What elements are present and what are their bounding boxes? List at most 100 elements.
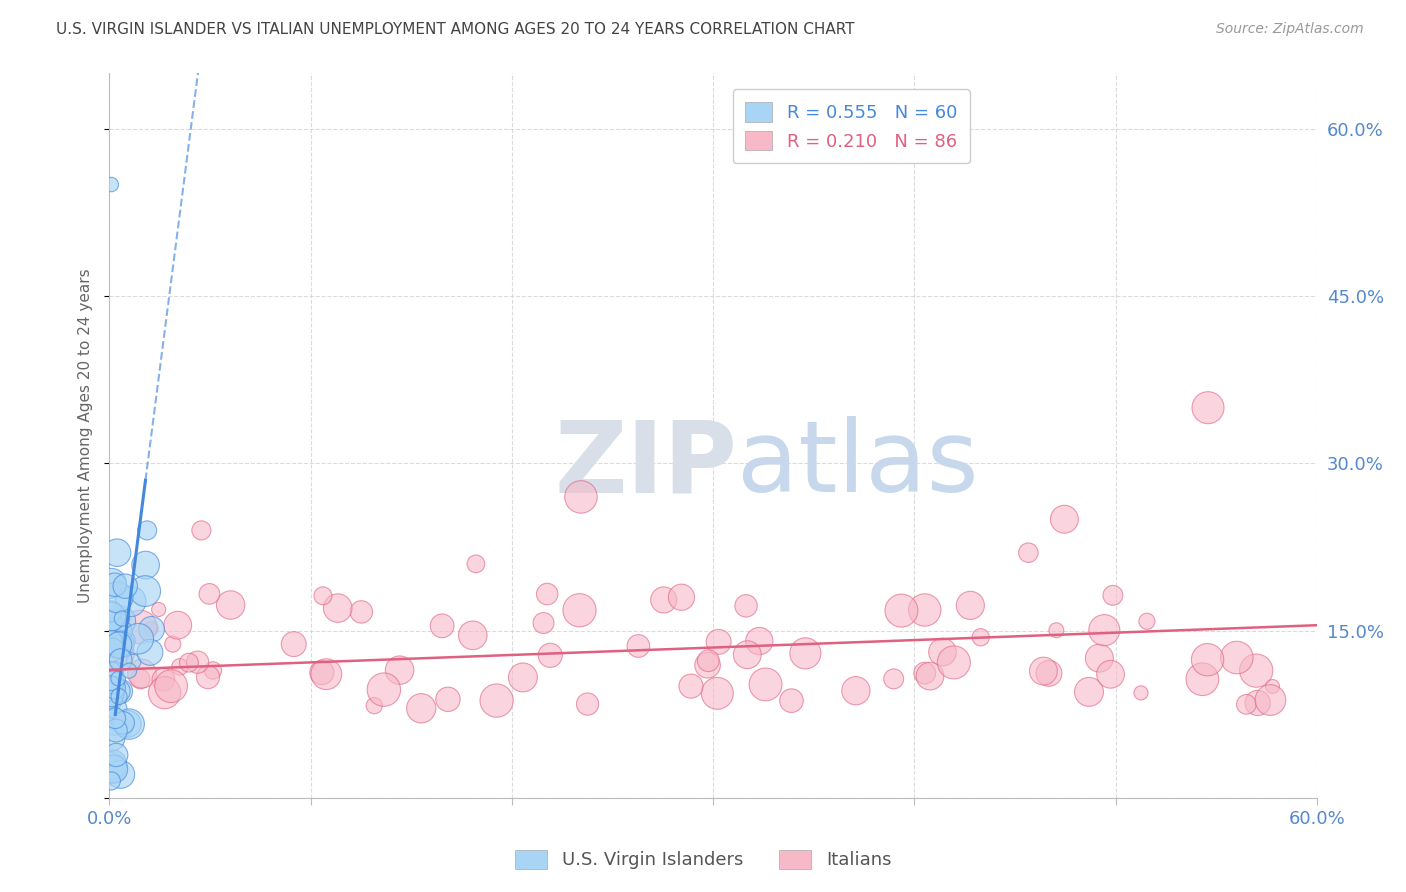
- Point: [1260, 693, 1282, 707]
- Point: [780, 693, 803, 707]
- Point: [697, 654, 720, 668]
- Point: [679, 679, 702, 693]
- Point: [105, 747, 128, 762]
- Point: [1226, 650, 1249, 665]
- Point: [1053, 512, 1076, 526]
- Point: [110, 638, 132, 652]
- Point: [114, 579, 136, 593]
- Point: [100, 665, 122, 680]
- Point: [373, 682, 395, 697]
- Point: [1234, 698, 1257, 712]
- Point: [197, 670, 219, 684]
- Point: [914, 603, 936, 617]
- Point: [512, 670, 534, 684]
- Point: [101, 642, 124, 657]
- Point: [363, 698, 385, 713]
- Point: [104, 664, 127, 678]
- Point: [707, 635, 730, 649]
- Point: [139, 622, 162, 636]
- Point: [1102, 588, 1125, 602]
- Point: [100, 576, 122, 591]
- Point: [107, 625, 129, 640]
- Point: [112, 647, 135, 661]
- Point: [117, 717, 139, 731]
- Point: [107, 684, 129, 698]
- Point: [148, 602, 170, 616]
- Point: [129, 672, 152, 686]
- Point: [1261, 680, 1284, 694]
- Point: [1038, 666, 1060, 681]
- Point: [748, 634, 770, 648]
- Point: [430, 619, 453, 633]
- Point: [794, 646, 817, 660]
- Point: [883, 672, 905, 686]
- Point: [959, 599, 981, 613]
- Point: [201, 664, 224, 678]
- Text: ZIP: ZIP: [554, 416, 737, 513]
- Point: [315, 667, 337, 681]
- Point: [890, 604, 912, 618]
- Point: [735, 599, 758, 613]
- Point: [100, 760, 122, 774]
- Point: [1078, 685, 1101, 699]
- Point: [110, 614, 132, 628]
- Point: [190, 524, 212, 538]
- Text: Source: ZipAtlas.com: Source: ZipAtlas.com: [1216, 22, 1364, 37]
- Point: [118, 664, 141, 678]
- Point: [103, 681, 125, 695]
- Point: [169, 660, 191, 674]
- Point: [136, 524, 159, 538]
- Point: [110, 653, 132, 667]
- Text: U.S. VIRGIN ISLANDER VS ITALIAN UNEMPLOYMENT AMONG AGES 20 TO 24 YEARS CORRELATI: U.S. VIRGIN ISLANDER VS ITALIAN UNEMPLOY…: [56, 22, 855, 37]
- Point: [166, 618, 188, 632]
- Point: [100, 676, 122, 690]
- Point: [970, 630, 993, 644]
- Point: [112, 721, 135, 735]
- Point: [942, 656, 965, 670]
- Point: [1099, 667, 1122, 681]
- Point: [120, 594, 142, 608]
- Point: [108, 690, 131, 704]
- Point: [101, 757, 124, 772]
- Point: [103, 762, 125, 776]
- Point: [1092, 623, 1115, 637]
- Point: [1045, 624, 1067, 638]
- Point: [177, 656, 200, 670]
- Point: [104, 723, 127, 738]
- Point: [100, 609, 122, 624]
- Point: [461, 628, 484, 642]
- Point: [152, 673, 174, 687]
- Point: [754, 677, 776, 691]
- Y-axis label: Unemployment Among Ages 20 to 24 years: Unemployment Among Ages 20 to 24 years: [79, 268, 93, 603]
- Point: [576, 697, 599, 711]
- Point: [350, 605, 373, 619]
- Point: [1130, 686, 1153, 700]
- Point: [135, 558, 157, 572]
- Point: [1244, 664, 1267, 678]
- Point: [706, 686, 728, 700]
- Point: [105, 628, 128, 642]
- Legend: R = 0.555   N = 60, R = 0.210   N = 86: R = 0.555 N = 60, R = 0.210 N = 86: [733, 89, 970, 163]
- Point: [100, 634, 122, 648]
- Point: [104, 711, 127, 725]
- Point: [918, 669, 941, 683]
- Point: [1247, 696, 1270, 710]
- Point: [111, 611, 134, 625]
- Point: [283, 637, 305, 651]
- Point: [107, 638, 129, 652]
- Point: [1017, 546, 1039, 560]
- Point: [105, 702, 128, 716]
- Point: [671, 591, 693, 605]
- Text: atlas: atlas: [737, 416, 979, 513]
- Point: [107, 672, 129, 686]
- Point: [388, 663, 411, 677]
- Point: [131, 666, 153, 681]
- Point: [411, 701, 433, 715]
- Point: [100, 687, 122, 701]
- Point: [122, 655, 145, 669]
- Point: [437, 692, 460, 706]
- Point: [103, 694, 125, 708]
- Point: [1136, 615, 1159, 629]
- Point: [100, 604, 122, 618]
- Point: [312, 589, 335, 603]
